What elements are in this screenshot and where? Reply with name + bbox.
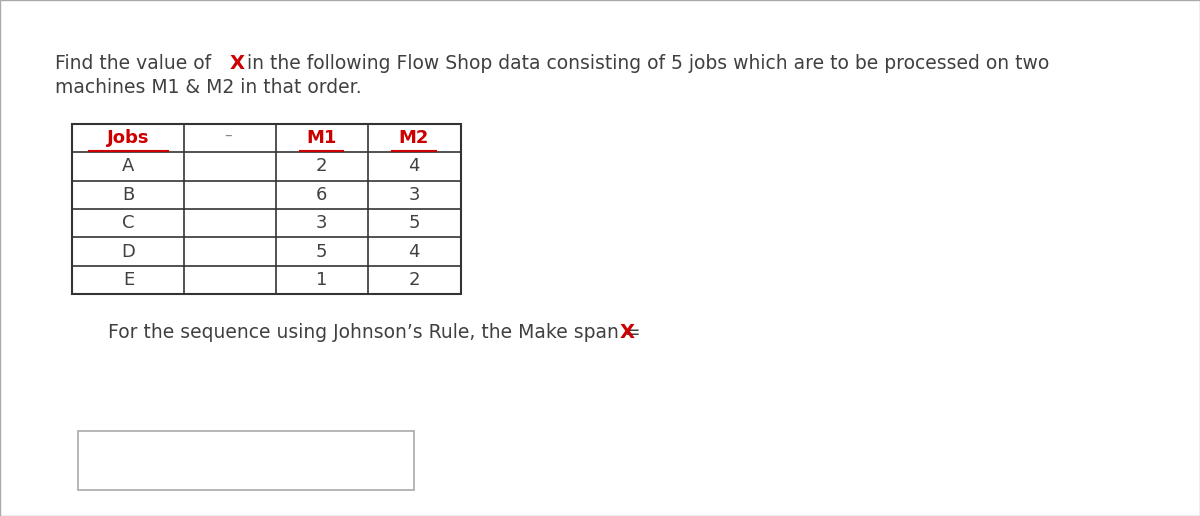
Text: –: – <box>224 128 232 143</box>
Text: D: D <box>121 243 136 261</box>
Text: E: E <box>122 271 134 289</box>
Text: 5: 5 <box>408 214 420 232</box>
Text: 6: 6 <box>316 186 328 204</box>
Text: A: A <box>122 157 134 175</box>
Text: machines M1 & M2 in that order.: machines M1 & M2 in that order. <box>55 78 362 98</box>
Text: Jobs: Jobs <box>107 129 150 147</box>
Text: in the following Flow Shop data consisting of 5 jobs which are to be processed o: in the following Flow Shop data consisti… <box>241 54 1050 73</box>
Text: X: X <box>619 324 635 342</box>
Text: 5: 5 <box>316 243 328 261</box>
Text: 3: 3 <box>408 186 420 204</box>
Text: M1: M1 <box>306 129 337 147</box>
Text: For the sequence using Johnson’s Rule, the Make span =: For the sequence using Johnson’s Rule, t… <box>108 324 647 342</box>
Text: M2: M2 <box>398 129 430 147</box>
Text: Find the value of: Find the value of <box>55 54 217 73</box>
Text: 3: 3 <box>316 214 328 232</box>
Text: 4: 4 <box>408 157 420 175</box>
Text: 1: 1 <box>316 271 328 289</box>
Text: 2: 2 <box>316 157 328 175</box>
Text: 2: 2 <box>408 271 420 289</box>
Text: C: C <box>122 214 134 232</box>
Text: X: X <box>229 54 245 73</box>
Text: B: B <box>122 186 134 204</box>
Text: 4: 4 <box>408 243 420 261</box>
